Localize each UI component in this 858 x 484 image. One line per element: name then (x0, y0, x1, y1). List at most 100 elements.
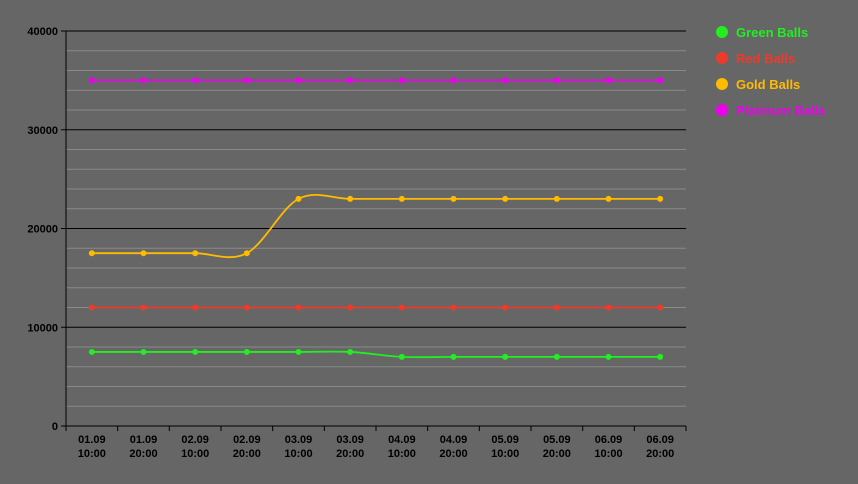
y-tick-label: 30000 (27, 125, 58, 137)
x-tick-label-time: 10:00 (284, 448, 312, 460)
x-tick-label-date: 06.09 (646, 434, 674, 446)
x-tick-label-time: 10:00 (78, 448, 106, 460)
x-tick-label: 02.09 10:00 (181, 434, 209, 460)
x-tick-label-date: 02.09 (181, 434, 209, 446)
data-point-platinum-balls (295, 77, 302, 84)
data-point-gold-balls (88, 250, 95, 257)
data-point-platinum-balls (88, 77, 95, 84)
legend-marker (716, 104, 728, 116)
data-point-gold-balls (398, 195, 405, 202)
legend-item-platinum-balls: Platinum Balls (716, 103, 826, 118)
data-point-red-balls (450, 304, 457, 311)
x-tick-label: 04.09 10:00 (388, 434, 416, 460)
x-tick-label-time: 20:00 (233, 448, 261, 460)
y-tick-label: 0 (52, 421, 58, 433)
data-point-gold-balls (502, 195, 509, 202)
data-point-green-balls (347, 348, 354, 355)
data-point-platinum-balls (553, 77, 560, 84)
data-point-gold-balls (553, 195, 560, 202)
x-tick-label-time: 10:00 (388, 448, 416, 460)
legend-item-green-balls: Green Balls (716, 25, 808, 40)
legend-label: Green Balls (736, 25, 808, 40)
data-point-green-balls (243, 348, 250, 355)
x-tick-label-time: 20:00 (646, 448, 674, 460)
data-point-red-balls (398, 304, 405, 311)
legend-marker (716, 52, 728, 64)
x-tick-label-date: 01.09 (78, 434, 106, 446)
series-green-balls (88, 348, 664, 360)
x-tick-label-time: 10:00 (491, 448, 519, 460)
data-point-gold-balls (450, 195, 457, 202)
x-tick-label: 05.09 10:00 (491, 434, 519, 460)
series-line-gold-balls (91, 193, 661, 259)
data-point-green-balls (398, 353, 405, 360)
data-point-gold-balls (140, 250, 147, 257)
legend-label: Platinum Balls (736, 103, 826, 118)
x-tick-label-time: 10:00 (594, 448, 622, 460)
x-tick-label-time: 20:00 (129, 448, 157, 460)
data-point-red-balls (295, 304, 302, 311)
legend-item-gold-balls: Gold Balls (716, 77, 800, 92)
y-axis-labels: 0 10000 20000 30000 40000 (27, 26, 58, 433)
data-point-platinum-balls (347, 77, 354, 84)
x-tick-label-time: 10:00 (181, 448, 209, 460)
data-point-green-balls (553, 353, 560, 360)
x-tick-label: 04.09 20:00 (439, 434, 467, 460)
x-tick-label-date: 05.09 (543, 434, 571, 446)
series-line-green-balls (91, 350, 661, 359)
data-point-platinum-balls (398, 77, 405, 84)
data-point-platinum-balls (450, 77, 457, 84)
x-tick-label-time: 20:00 (336, 448, 364, 460)
x-tick-label-time: 20:00 (439, 448, 467, 460)
legend-label: Gold Balls (736, 77, 800, 92)
y-tick-label: 20000 (27, 224, 58, 236)
x-tick-label: 03.09 20:00 (336, 434, 364, 460)
x-tick-label: 05.09 20:00 (543, 434, 571, 460)
x-tick-label: 01.09 20:00 (129, 434, 157, 460)
data-point-red-balls (192, 304, 199, 311)
major-gridlines (66, 30, 686, 328)
data-point-gold-balls (295, 195, 302, 202)
x-tick-label-time: 20:00 (543, 448, 571, 460)
x-tick-label-date: 05.09 (491, 434, 519, 446)
x-tick-label: 06.09 10:00 (594, 434, 622, 460)
data-point-platinum-balls (192, 77, 199, 84)
data-point-green-balls (450, 353, 457, 360)
data-point-platinum-balls (243, 77, 250, 84)
data-point-red-balls (657, 304, 664, 311)
data-point-green-balls (605, 353, 612, 360)
series-red-balls (88, 304, 664, 311)
x-tick-label-date: 04.09 (440, 434, 468, 446)
x-tick-label: 06.09 20:00 (646, 434, 674, 460)
x-tick-label-date: 02.09 (233, 434, 261, 446)
legend: Green Balls Red Balls Gold Balls Platinum B… (716, 25, 826, 118)
data-point-platinum-balls (657, 77, 664, 84)
series-gold-balls (88, 193, 664, 259)
data-point-red-balls (88, 304, 95, 311)
data-point-green-balls (295, 348, 302, 355)
legend-marker (716, 78, 728, 90)
legend-label: Red Balls (736, 51, 795, 66)
data-point-red-balls (140, 304, 147, 311)
x-tick-label-date: 03.09 (285, 434, 313, 446)
x-tick-label-date: 03.09 (336, 434, 364, 446)
series-platinum-balls (88, 77, 664, 84)
y-tick-label: 40000 (27, 26, 58, 38)
x-tick-label-date: 04.09 (388, 434, 416, 446)
y-tick-label: 10000 (27, 322, 58, 334)
legend-item-red-balls: Red Balls (716, 51, 795, 66)
data-point-red-balls (605, 304, 612, 311)
data-point-red-balls (347, 304, 354, 311)
data-point-platinum-balls (140, 77, 147, 84)
data-point-green-balls (657, 353, 664, 360)
series-layer (88, 77, 664, 360)
data-point-red-balls (553, 304, 560, 311)
x-tick-label: 01.09 10:00 (78, 434, 106, 460)
data-point-red-balls (502, 304, 509, 311)
x-axis-labels: 01.09 10:00 01.09 20:00 02.09 10:00 02.09 20:00… (78, 434, 674, 460)
data-point-platinum-balls (502, 77, 509, 84)
x-tick-label: 02.09 20:00 (233, 434, 261, 460)
data-point-gold-balls (243, 250, 250, 257)
